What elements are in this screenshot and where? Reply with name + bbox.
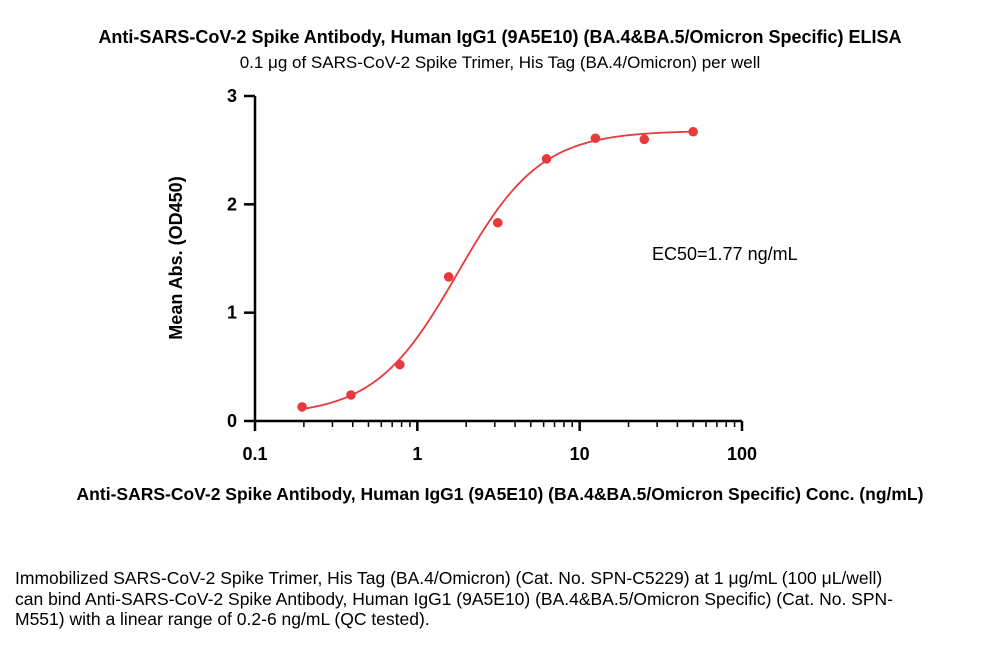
fit-curve <box>301 130 694 410</box>
chart-subtitle: 0.1 μg of SARS-CoV-2 Spike Trimer, His T… <box>239 53 761 72</box>
data-point <box>395 359 405 370</box>
data-points-layer <box>297 126 698 412</box>
data-point <box>346 390 356 400</box>
chart-axes: 0.1 1 10 100 0 1 2 3 <box>227 86 757 464</box>
figure-caption: Immobilized SARS-CoV-2 Spike Trimer, His… <box>15 568 893 629</box>
y-tick-label: 2 <box>227 194 237 214</box>
data-point <box>443 272 454 282</box>
x-tick-label: 100 <box>727 444 757 464</box>
chart-title: Anti-SARS-CoV-2 Spike Antibody, Human Ig… <box>98 27 902 47</box>
x-axis-label: Anti-SARS-CoV-2 Spike Antibody, Human Ig… <box>77 484 924 504</box>
fit-curve-layer <box>301 130 694 410</box>
x-tick-label: 10 <box>570 444 590 464</box>
x-tick-label: 0.1 <box>242 444 267 464</box>
y-axis-label: Mean Abs. (OD450) <box>166 176 186 339</box>
ec50-annotation: EC50=1.77 ng/mL <box>652 244 798 264</box>
y-tick-label: 0 <box>227 411 237 431</box>
x-tick-label: 1 <box>412 444 422 464</box>
y-tick-label: 3 <box>227 86 237 106</box>
data-point <box>688 126 698 137</box>
y-tick-label: 1 <box>227 303 237 323</box>
data-point <box>492 217 503 228</box>
data-point <box>590 133 601 144</box>
data-point <box>639 134 650 145</box>
data-point <box>541 154 552 164</box>
data-point <box>297 402 307 412</box>
elisa-chart: 0.1 1 10 100 0 1 2 3 Mean Abs. (OD450) Anti-SAR… <box>77 86 924 504</box>
